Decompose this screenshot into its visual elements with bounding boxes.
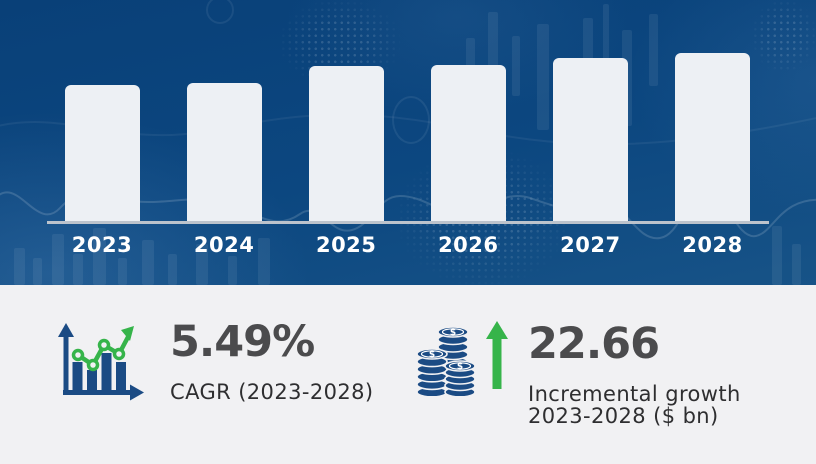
coin-stack-left: $: [416, 348, 448, 396]
bar-2028: [675, 53, 750, 223]
x-tick-2027: 2027: [560, 233, 621, 257]
bar-2027: [552, 58, 628, 223]
stats-panel: 5.49% CAGR (2023-2028) $: [0, 285, 816, 464]
incremental-growth-value: 22.66: [528, 319, 660, 369]
bar-2024: [186, 83, 262, 223]
bar-chart-trend-icon: [58, 323, 144, 401]
x-tick-2024: 2024: [193, 233, 255, 257]
decor-circle: [206, 0, 234, 24]
cagr-value: 5.49%: [170, 317, 315, 367]
cagr-label: CAGR (2023-2028): [170, 380, 374, 404]
incremental-growth-label-line2: 2023-2028 ($ bn): [528, 404, 719, 428]
chart-section: 2023 2024 2025 2026 2027 2028: [0, 0, 816, 285]
arrow-up-icon: [486, 321, 508, 389]
x-tick-2026: 2026: [438, 233, 499, 257]
coin-stack-arrow-up-icon: $ $: [416, 321, 508, 396]
decor-circle: [392, 96, 430, 144]
x-tick-2028: 2028: [682, 233, 743, 257]
x-tick-2025: 2025: [315, 233, 377, 257]
bar-2023: [64, 85, 140, 223]
coin-stack-front: $: [444, 360, 476, 396]
svg-text:$: $: [450, 328, 456, 338]
bar-2026: [430, 65, 506, 223]
x-axis-line: [47, 221, 769, 224]
bar-chart: 2023 2024 2025 2026 2027 2028: [0, 0, 816, 285]
svg-text:$: $: [457, 362, 463, 372]
x-tick-2023: 2023: [71, 233, 133, 257]
svg-text:$: $: [429, 350, 435, 360]
incremental-growth-label-line1: Incremental growth: [528, 382, 741, 406]
decor-dot-map-patch: [752, 0, 816, 72]
bar-2025: [308, 66, 384, 223]
incremental-growth-label: Incremental growth 2023-2028 ($ bn): [528, 383, 741, 427]
